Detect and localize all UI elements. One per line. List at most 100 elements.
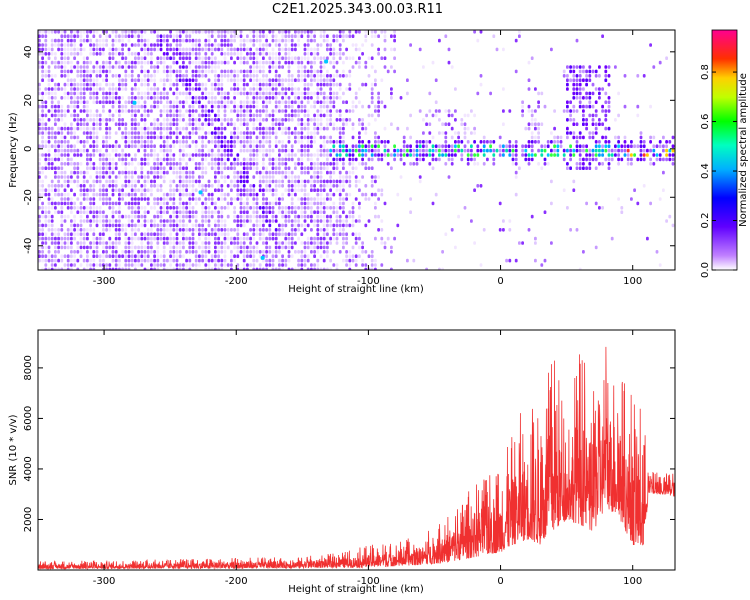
- heatmap-cell: [73, 100, 76, 104]
- heatmap-cell: [89, 258, 92, 263]
- heatmap-cell: [105, 100, 108, 104]
- heatmap-cell: [111, 113, 115, 118]
- heatmap-cell: [358, 135, 361, 140]
- heatmap-cell: [239, 184, 243, 188]
- heatmap-cell: [156, 122, 160, 126]
- heatmap-cell: [108, 241, 112, 245]
- heatmap-cell: [226, 69, 230, 74]
- heatmap-cell: [236, 153, 240, 157]
- heatmap-cell: [255, 96, 259, 100]
- heatmap-cell: [185, 184, 188, 188]
- heatmap-cell: [118, 74, 121, 78]
- heatmap-cell: [223, 263, 227, 267]
- heatmap-cell: [390, 267, 393, 270]
- heatmap-cell: [300, 78, 304, 82]
- heatmap-cell: [322, 74, 326, 78]
- heatmap-cell: [54, 258, 57, 263]
- heatmap-cell: [249, 30, 252, 34]
- heatmap-cell: [207, 153, 211, 157]
- heatmap-cell: [41, 126, 44, 131]
- heatmap-cell: [239, 223, 243, 228]
- heatmap-cell: [348, 267, 352, 270]
- heatmap-cell: [265, 166, 268, 170]
- heatmap-cell: [303, 250, 307, 254]
- heatmap-cell: [172, 179, 176, 184]
- heatmap-cell: [220, 148, 224, 153]
- heatmap-cell: [57, 175, 60, 179]
- heatmap-cell: [287, 232, 291, 236]
- heatmap-cell: [310, 245, 313, 250]
- heatmap-cell: [159, 223, 163, 228]
- heatmap-cell: [361, 104, 364, 109]
- heatmap-cell: [319, 153, 323, 157]
- heatmap-cell: [303, 135, 307, 140]
- heatmap-cell: [297, 263, 300, 267]
- heatmap-cell: [415, 153, 419, 157]
- heatmap-cell: [236, 104, 240, 109]
- heatmap-cell: [338, 47, 342, 52]
- heatmap-cell: [348, 74, 352, 78]
- heatmap-cell: [242, 157, 246, 162]
- heatmap-cell: [130, 254, 134, 258]
- heatmap-cell: [124, 245, 128, 250]
- heatmap-cell: [271, 118, 275, 122]
- heatmap-cell: [530, 153, 534, 157]
- heatmap-cell: [47, 184, 51, 188]
- heatmap-cell: [249, 104, 252, 109]
- heatmap-cell: [268, 144, 272, 148]
- heatmap-cell: [249, 144, 252, 148]
- heatmap-cell: [444, 144, 448, 148]
- heatmap-cell: [108, 153, 112, 157]
- heatmap-cell: [146, 232, 150, 236]
- heatmap-cell: [233, 47, 236, 52]
- heatmap-cell: [246, 170, 249, 175]
- heatmap-cell: [214, 96, 217, 100]
- heatmap-cell: [159, 228, 163, 232]
- heatmap-cell: [457, 214, 460, 219]
- heatmap-cell: [60, 148, 64, 153]
- heatmap-cell: [502, 148, 505, 153]
- heatmap-cell: [159, 184, 163, 188]
- heatmap-cell: [329, 118, 332, 122]
- heatmap-cell: [143, 91, 147, 96]
- heatmap-cell: [319, 56, 323, 60]
- heatmap-cell: [89, 82, 92, 87]
- heatmap-cell: [108, 162, 112, 166]
- heatmap-cell: [198, 69, 201, 74]
- heatmap-cell: [335, 232, 339, 236]
- heatmap-cell: [284, 109, 288, 113]
- heatmap-cell: [201, 232, 204, 236]
- heatmap-cell: [188, 34, 192, 38]
- heatmap-cell: [156, 214, 160, 219]
- heatmap-cell: [406, 258, 409, 263]
- heatmap-cell: [322, 162, 326, 166]
- heatmap-cell: [316, 170, 320, 175]
- heatmap-cell: [95, 236, 99, 241]
- heatmap-cell: [367, 104, 371, 109]
- heatmap-cell: [198, 179, 201, 184]
- heatmap-cell: [450, 65, 454, 69]
- heatmap-cell: [223, 175, 227, 179]
- heatmap-cell: [258, 140, 262, 144]
- heatmap-cell: [82, 118, 86, 122]
- heatmap-cell: [175, 135, 179, 140]
- heatmap-cell: [310, 179, 313, 184]
- heatmap-cell: [271, 126, 275, 131]
- heatmap-cell: [246, 162, 249, 166]
- heatmap-cell: [326, 245, 329, 250]
- heatmap-cell: [313, 47, 316, 52]
- heatmap-cell: [274, 109, 278, 113]
- heatmap-cell: [191, 223, 195, 228]
- heatmap-cell: [354, 30, 358, 34]
- heatmap-cell: [578, 157, 582, 162]
- heatmap-cell: [108, 126, 112, 131]
- heatmap-cell: [127, 254, 131, 258]
- heatmap-cell: [319, 126, 323, 131]
- heatmap-cell: [294, 131, 297, 135]
- heatmap-cell: [143, 254, 147, 258]
- heatmap-cell: [169, 118, 172, 122]
- heatmap-cell: [105, 170, 108, 175]
- heatmap-cell: [636, 144, 640, 148]
- heatmap-cell: [182, 263, 185, 267]
- heatmap-cell: [332, 78, 336, 82]
